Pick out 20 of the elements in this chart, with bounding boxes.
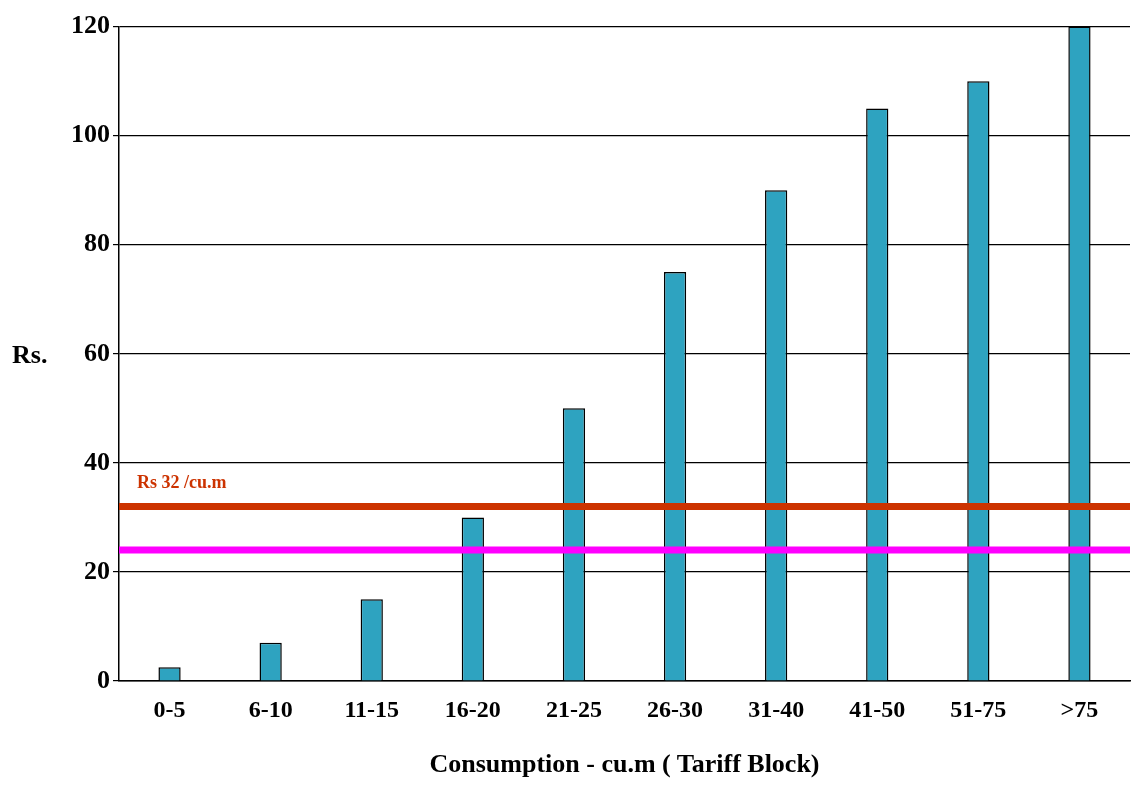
x-tick-label: 11-15 [344,695,400,722]
y-tick-label: 20 [84,555,110,585]
x-axis-title: Consumption - cu.m ( Tariff Block) [429,749,820,779]
y-tick-label: 60 [84,337,110,367]
x-tick-label: 41-50 [849,695,906,722]
x-tick-label: 0-5 [153,695,186,722]
ref-line-label: Rs 32 /cu.m [137,472,227,493]
y-tick-label: 0 [97,664,110,694]
x-tick-label: 51-75 [950,695,1007,722]
y-tick-label: 100 [71,119,110,149]
x-tick-label: >75 [1060,695,1099,722]
x-tick-label: 31-40 [748,695,805,722]
x-tick-label: 26-30 [647,695,704,722]
y-tick-label: 80 [84,228,110,258]
x-tick-label: 21-25 [545,695,602,722]
y-tick-label: 40 [84,446,110,476]
x-tick-label: 6-10 [248,695,293,722]
y-axis-title: Rs. [12,340,48,370]
x-tick-label: 16-20 [444,695,501,722]
y-tick-label: 120 [71,10,110,40]
